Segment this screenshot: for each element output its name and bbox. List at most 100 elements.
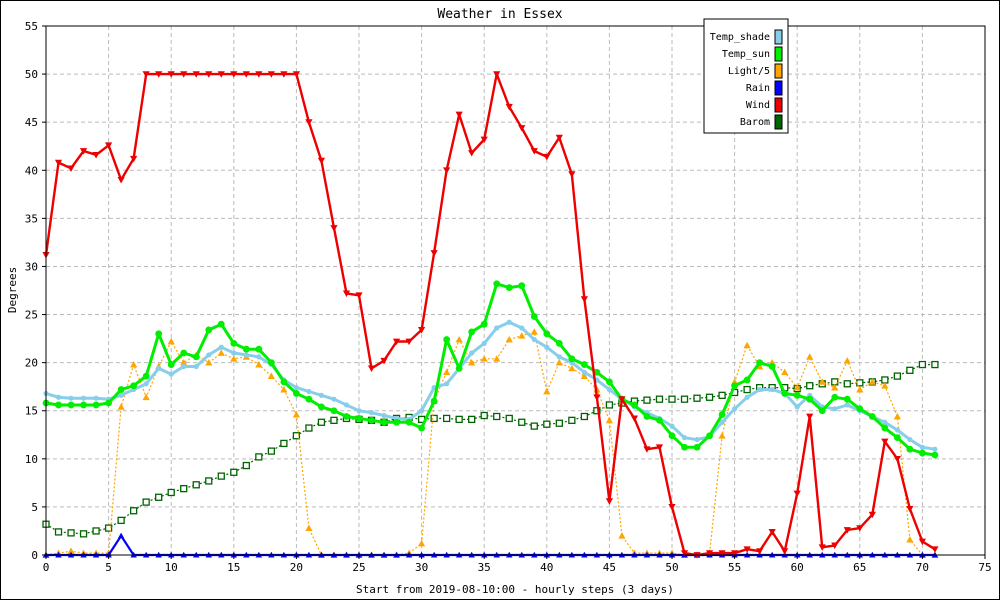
- y-axis: 0 5 10 15 20 25 30 35 40 45 50 55: [25, 20, 46, 562]
- barom-point: [455, 415, 463, 424]
- temp-sun-point: [368, 416, 375, 424]
- temp-sun-point: [706, 432, 713, 440]
- temp-shade-point: [118, 392, 124, 398]
- temp-sun-point: [606, 378, 613, 386]
- barom-point: [543, 420, 551, 428]
- temp-sun-point: [142, 372, 150, 380]
- barom-point: [480, 411, 488, 420]
- barom-point: [493, 412, 501, 421]
- temp-sun-point: [393, 418, 400, 426]
- barom-point: [292, 432, 301, 440]
- rain-point: [117, 532, 125, 539]
- barom-point: [655, 395, 664, 403]
- y-tick-label: 10: [25, 453, 38, 466]
- light-5-point: [217, 349, 225, 356]
- x-tick-label: 50: [665, 561, 678, 574]
- temp-sun-point: [831, 393, 839, 401]
- x-tick-label: 45: [603, 561, 616, 574]
- wind-point: [367, 365, 376, 373]
- temp-shade-point: [544, 344, 550, 350]
- barom-point: [718, 391, 726, 399]
- barom-point: [305, 424, 313, 432]
- wind-point: [630, 415, 639, 423]
- legend-box: [703, 18, 789, 134]
- temp-sun-point: [505, 284, 513, 292]
- light-5-point: [205, 359, 213, 366]
- wind-point: [518, 125, 526, 132]
- temp-sun-point: [380, 418, 388, 426]
- light-5-point: [468, 359, 476, 366]
- y-tick-label: 5: [31, 501, 38, 514]
- temp-sun-point: [67, 401, 75, 409]
- temp-shade-point: [444, 381, 450, 387]
- wind-point: [217, 71, 225, 78]
- y-tick-label: 0: [31, 549, 38, 562]
- temp-shade-point: [193, 363, 199, 370]
- wind-point: [142, 71, 150, 78]
- barom-point: [267, 447, 276, 455]
- wind-point: [455, 111, 463, 119]
- light-5-point: [831, 384, 839, 391]
- light-5-point: [455, 335, 463, 343]
- temp-sun-point: [455, 365, 463, 372]
- light-5-point: [856, 385, 864, 393]
- x-tick-label: 20: [290, 561, 303, 574]
- barom-point: [643, 396, 651, 404]
- temp-sun-point: [656, 416, 663, 424]
- temp-shade-point: [143, 381, 149, 387]
- light-5-point: [843, 357, 851, 364]
- y-tick-label: 55: [25, 20, 38, 33]
- light-5-point: [530, 328, 538, 335]
- wind-point: [793, 490, 801, 498]
- temp-shade-point: [531, 336, 537, 343]
- light-5-point: [543, 387, 551, 395]
- temp-shade-point: [469, 350, 475, 356]
- light-5-point: [756, 362, 764, 370]
- light-5-point: [906, 536, 914, 543]
- barom-point: [205, 477, 213, 485]
- light-5-point: [881, 382, 889, 389]
- temp-sun-point: [117, 386, 125, 393]
- wind-point: [230, 71, 238, 78]
- light-5-point: [443, 368, 451, 376]
- barom-point: [230, 468, 238, 476]
- y-tick-label: 35: [25, 212, 38, 225]
- wind-point: [818, 544, 826, 551]
- y-tick-label: 30: [25, 260, 38, 273]
- temp-sun-point: [355, 415, 363, 422]
- temp-shade-point: [494, 325, 500, 331]
- temp-sun-point: [543, 330, 551, 338]
- light-5-point: [893, 412, 901, 420]
- barom-point: [54, 528, 63, 536]
- legend-label-light-5: Light/5: [728, 66, 770, 77]
- barom-point: [530, 422, 538, 430]
- x-tick-label: 40: [540, 561, 553, 574]
- temp-shade-point: [356, 408, 362, 414]
- temp-sun-point: [906, 445, 914, 453]
- barom-point: [167, 488, 175, 497]
- barom-point: [705, 393, 714, 401]
- legend-swatch-rain: [774, 80, 783, 96]
- temp-sun-point: [230, 340, 238, 347]
- temp-shade-point: [156, 365, 162, 372]
- x-tick-label: 70: [916, 561, 929, 574]
- barom-point: [255, 453, 263, 461]
- light-5-point: [267, 372, 275, 379]
- temp-sun-point: [693, 443, 701, 451]
- temp-shade-point: [519, 325, 525, 331]
- temp-shade-point: [932, 446, 938, 452]
- temp-shade-point: [581, 369, 587, 375]
- x-tick-label: 5: [105, 561, 112, 574]
- temp-sun-point: [493, 280, 501, 288]
- barom-point: [881, 376, 889, 384]
- wind-point: [881, 438, 889, 446]
- temp-shade-point: [218, 344, 224, 350]
- temp-sun-point: [843, 395, 851, 403]
- legend-swatch-light-5: [774, 63, 783, 79]
- temp-sun-point: [255, 345, 263, 353]
- barom-point: [117, 516, 125, 525]
- wind-point: [781, 548, 789, 555]
- x-tick-label: 15: [227, 561, 240, 574]
- legend-label-temp-shade: Temp_shade: [710, 32, 770, 43]
